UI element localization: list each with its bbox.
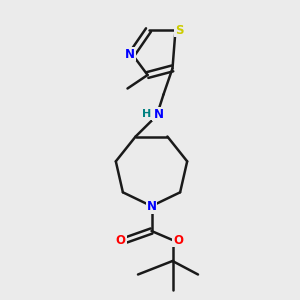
Text: N: N [124,47,135,61]
Text: O: O [116,233,126,247]
Text: S: S [175,23,183,37]
Text: N: N [146,200,157,213]
Text: H: H [142,109,151,119]
Text: N: N [153,107,164,121]
Text: O: O [173,233,183,247]
